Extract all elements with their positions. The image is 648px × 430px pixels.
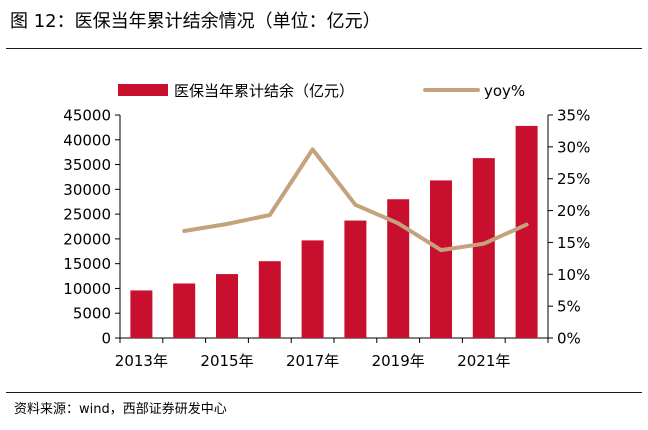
yoy-line [182,147,529,253]
left-tick-label: 5000 [73,305,111,323]
right-tick-label: 0% [557,330,581,348]
left-tick-label: 0 [101,330,111,348]
bar [430,180,452,338]
left-tick-label: 30000 [63,181,111,199]
right-tick-label: 25% [557,170,590,188]
left-tick-label: 10000 [63,280,111,298]
left-tick-label: 35000 [63,156,111,174]
bar [344,220,367,338]
left-tick-label: 15000 [63,255,111,273]
source-note: 资料来源：wind，西部证券研发中心 [14,402,227,417]
bar [387,199,410,338]
left-tick-label: 25000 [63,206,111,224]
x-tick-label: 2017年 [286,352,339,370]
bar [173,283,196,338]
bar [472,158,495,338]
legend-line-label: yoy% [484,82,525,100]
bar [216,274,238,338]
x-tick-label: 2013年 [115,352,168,370]
right-tick-label: 5% [557,298,581,316]
x-tick-label: 2021年 [457,352,510,370]
left-tick-label: 45000 [63,107,111,125]
right-tick-label: 35% [557,107,590,125]
source-divider [6,392,642,393]
x-tick-label: 2019年 [372,352,425,370]
left-tick-label: 40000 [63,131,111,149]
tick-labels: 0 5000 10000 15000 20000 25000 30000 35000 40000… [63,107,590,371]
right-tick-label: 20% [557,202,590,220]
legend-bar-label: 医保当年累计结余（亿元） [174,82,354,100]
chart-legend: 医保当年累计结余（亿元） yoy% [118,82,525,100]
yoy-line-series [182,147,529,253]
bar-series [130,125,538,338]
legend-bar-swatch [118,84,168,96]
x-tick-label: 2015年 [200,352,253,370]
bar [515,125,538,338]
title-divider [6,48,642,49]
right-tick-label: 15% [557,234,590,252]
bar [301,240,324,338]
right-tick-label: 10% [557,266,590,284]
right-tick-label: 30% [557,138,590,156]
left-tick-label: 20000 [63,230,111,248]
bar [258,261,281,338]
figure-title: 图 12：医保当年累计结余情况（单位：亿元） [10,11,381,32]
bar [130,290,153,338]
